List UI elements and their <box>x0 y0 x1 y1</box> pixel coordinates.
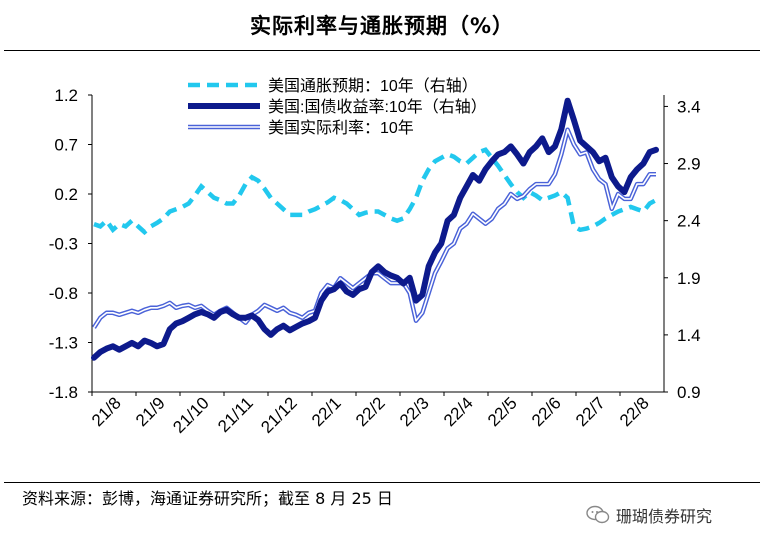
legend-label: 美国:国债收益率:10年（右轴） <box>268 98 487 116</box>
left-tick-label: 0.2 <box>54 185 78 204</box>
x-tick-label: 21/9 <box>132 393 169 430</box>
source-note: 资料来源：彭博，海通证券研究所；截至 8 月 25 日 <box>22 489 393 508</box>
x-tick-label: 22/2 <box>352 393 389 430</box>
right-tick-label: 2.9 <box>677 155 701 174</box>
right-tick-label: 3.4 <box>677 97 701 116</box>
watermark: 珊瑚债券研究 <box>586 503 712 527</box>
x-tick-label: 22/3 <box>396 393 433 430</box>
right-tick-label: 0.9 <box>677 383 701 402</box>
left-tick-label: -0.3 <box>49 235 78 254</box>
title-rule <box>4 50 760 51</box>
left-tick-label: -1.3 <box>49 334 78 353</box>
left-tick-label: 1.2 <box>54 86 78 105</box>
right-tick-label: 1.4 <box>677 326 701 345</box>
x-tick-label: 22/7 <box>572 393 609 430</box>
left-tick-label: -0.8 <box>49 284 78 303</box>
watermark-label: 珊瑚债券研究 <box>616 507 713 526</box>
wechat-icon <box>586 505 610 524</box>
x-tick-label: 21/8 <box>88 393 125 430</box>
left-tick-label: 0.7 <box>54 136 78 155</box>
source-rule <box>4 482 760 483</box>
right-tick-label: 1.9 <box>677 269 701 288</box>
x-tick-label: 21/10 <box>169 393 213 437</box>
series-line-2-real-rate <box>92 127 656 329</box>
legend-label: 美国实际利率：10年 <box>268 119 414 137</box>
series-line-2-real-rate-inner <box>93 128 656 329</box>
series-line-0-inflation-expectation <box>93 147 658 236</box>
x-tick-label: 21/11 <box>214 393 257 436</box>
legend-label: 美国通胀预期：10年（右轴） <box>268 77 478 95</box>
right-tick-label: 2.4 <box>677 212 701 231</box>
x-tick-label: 21/12 <box>257 393 301 437</box>
line-chart: 1.2 0.7 0.2 -0.3 -0.8 -1.3 -1.8 3.4 2.9 2.4 1.9 1.4… <box>49 77 701 437</box>
left-tick-label: -1.8 <box>49 383 78 402</box>
x-tick-label: 22/5 <box>484 393 521 430</box>
x-tick-label: 22/6 <box>528 393 565 430</box>
series-line-1-treasury-yield <box>91 97 659 361</box>
x-tick-label: 22/4 <box>440 393 477 430</box>
chart-title: 实际利率与通胀预期（%） <box>249 14 515 38</box>
x-tick-label: 22/1 <box>308 393 345 430</box>
x-tick-label: 22/8 <box>616 393 653 430</box>
